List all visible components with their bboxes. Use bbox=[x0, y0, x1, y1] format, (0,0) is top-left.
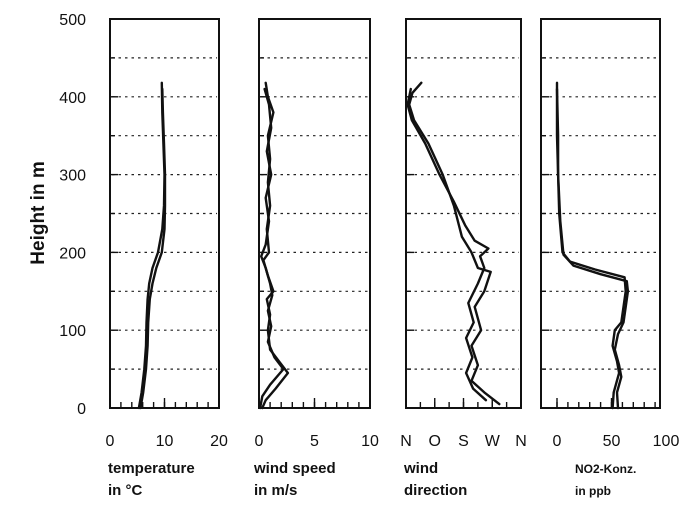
panel-label-line: NO2-Konz. bbox=[575, 462, 636, 476]
y-tick-label: 400 bbox=[59, 90, 86, 107]
x-tick-label: 0 bbox=[255, 433, 264, 450]
panel-temperature: 0 10 20 temperature in °C bbox=[106, 18, 228, 499]
x-tick-label: 10 bbox=[156, 433, 174, 450]
series-line-2 bbox=[555, 87, 630, 410]
panel-label-line: in m/s bbox=[254, 482, 297, 499]
x-tick-label: 0 bbox=[553, 433, 562, 450]
x-tick-label: N bbox=[515, 433, 527, 450]
x-tick-label: O bbox=[429, 433, 441, 450]
y-tick-label: 200 bbox=[59, 245, 86, 262]
panel-label-line: wind speed bbox=[253, 460, 336, 477]
panel-label-line: wind bbox=[403, 460, 438, 477]
y-tick-label: 300 bbox=[59, 168, 86, 185]
x-tick-label: 0 bbox=[106, 433, 115, 450]
y-tick-labels: 0 100 200 300 400 500 bbox=[59, 12, 86, 418]
panel-label-line: direction bbox=[404, 482, 467, 499]
x-tick-label: 10 bbox=[361, 433, 379, 450]
x-tick-label: 50 bbox=[603, 433, 621, 450]
series-line-2 bbox=[258, 87, 285, 410]
x-tick-label: N bbox=[400, 433, 412, 450]
series-line-1 bbox=[408, 81, 501, 406]
y-tick-label: 500 bbox=[59, 12, 86, 29]
series-line-1 bbox=[555, 81, 627, 410]
y-tick-label: 100 bbox=[59, 323, 86, 340]
panel-label-line: in °C bbox=[108, 482, 142, 499]
x-tick-label: S bbox=[458, 433, 469, 450]
x-tick-label: 20 bbox=[210, 433, 228, 450]
x-tick-label: 5 bbox=[310, 433, 319, 450]
y-tick-label: 0 bbox=[77, 401, 86, 418]
y-axis-title: Height in m bbox=[28, 161, 49, 264]
x-tick-label: W bbox=[485, 433, 501, 450]
panel-label-line: in ppb bbox=[575, 484, 611, 498]
x-tick-label: 100 bbox=[653, 433, 680, 450]
panel-wind-speed: 0 5 10 wind speed in m/s bbox=[253, 18, 379, 499]
panel-no2: 0 50 100 NO2-Konz. in ppb bbox=[540, 18, 680, 498]
panel-label-line: temperature bbox=[108, 460, 195, 477]
series-line-1 bbox=[137, 81, 166, 410]
series-line-2 bbox=[406, 87, 490, 402]
series-line-2 bbox=[139, 87, 167, 410]
